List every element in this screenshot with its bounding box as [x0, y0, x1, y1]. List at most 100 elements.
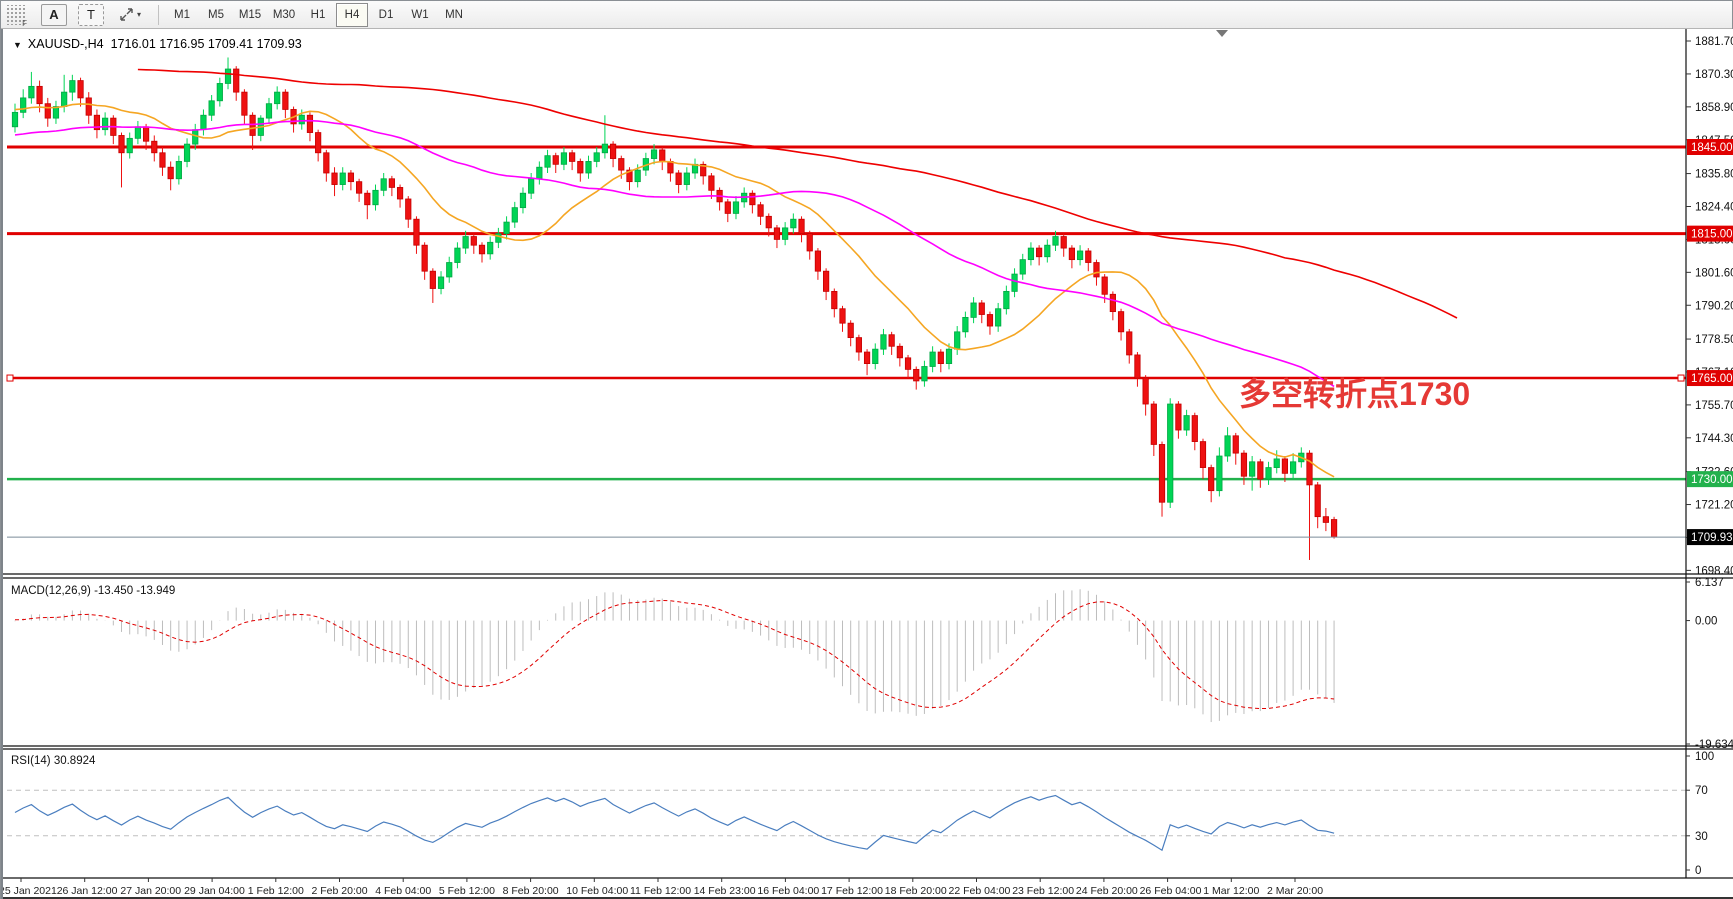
candle-body	[847, 322, 854, 339]
time-tick-label[interactable]: 29 Jan 04:00	[184, 885, 245, 897]
candle-body	[495, 233, 502, 243]
candle-body	[601, 143, 608, 154]
candle-body	[872, 348, 879, 365]
time-tick-label[interactable]: 10 Feb 04:00	[566, 885, 628, 897]
toolbar-separator	[158, 4, 160, 25]
candle-body	[421, 244, 428, 272]
time-tick-label[interactable]: 22 Feb 04:00	[949, 885, 1011, 897]
time-tick-label[interactable]: 23 Feb 12:00	[1012, 885, 1074, 897]
candle-body	[69, 80, 76, 93]
chart-shift-marker-icon[interactable]	[1216, 30, 1228, 37]
price-tick-label: 1835.80	[1695, 169, 1733, 181]
candle-body	[405, 198, 412, 220]
rsi-tick-label: 100	[1695, 751, 1714, 763]
hline-handle-left[interactable]	[6, 374, 14, 382]
hline-1815-badge	[1687, 225, 1733, 242]
chart-annotation-text[interactable]: 多空转折点1730	[1239, 376, 1471, 412]
candle-body	[126, 137, 133, 154]
candle-body	[446, 262, 453, 278]
candle-body	[1191, 415, 1198, 442]
candle-body	[224, 68, 232, 84]
chart-background[interactable]	[3, 29, 1733, 899]
timeframe-button-mn[interactable]: MN	[445, 8, 463, 21]
candle-body	[1109, 293, 1116, 313]
time-tick-label[interactable]: 1 Mar 12:00	[1203, 885, 1259, 897]
time-tick-label[interactable]: 17 Feb 12:00	[821, 885, 883, 897]
time-tick-label[interactable]: 25 Jan 2021	[3, 885, 57, 897]
candle-body	[896, 345, 903, 359]
candle-body	[1208, 467, 1215, 492]
candle-body	[585, 161, 592, 174]
timeframe-button-d1[interactable]: D1	[378, 8, 394, 21]
time-tick-label[interactable]: 2 Feb 20:00	[312, 885, 368, 897]
timeframe-button-m30[interactable]: M30	[272, 8, 296, 21]
timeframe-button-h4[interactable]: H4	[336, 2, 369, 27]
candle-body	[151, 140, 158, 154]
time-tick-label[interactable]: 16 Feb 04:00	[757, 885, 819, 897]
price-tick-label: 1721.20	[1695, 500, 1733, 512]
timeframe-button-h1[interactable]: H1	[310, 8, 326, 21]
timeframe-button-m5[interactable]: M5	[208, 8, 224, 21]
cursor-tool-button[interactable]: ▾	[113, 4, 147, 26]
candle-body	[544, 155, 551, 168]
time-tick-label[interactable]: 24 Feb 20:00	[1076, 885, 1138, 897]
time-tick-label[interactable]: 11 Feb 12:00	[630, 885, 691, 897]
time-tick-label[interactable]: 26 Jan 12:00	[57, 885, 118, 897]
rsi-line	[14, 794, 1335, 852]
annotation-tool-button[interactable]: A	[41, 3, 67, 26]
time-tick-label[interactable]: 5 Feb 12:00	[439, 885, 495, 897]
candle-body	[978, 302, 985, 315]
hline-handle-right[interactable]	[1677, 374, 1685, 382]
ma-medium-line	[14, 119, 1335, 388]
candle-body	[298, 114, 305, 125]
candle-body	[1117, 311, 1125, 333]
timeframe-button-w1[interactable]: W1	[411, 8, 429, 21]
time-tick-label[interactable]: 18 Feb 20:00	[885, 885, 947, 897]
candle-body	[1183, 415, 1190, 431]
timeframe-button-m1[interactable]: M1	[174, 8, 190, 21]
candle-body	[1019, 259, 1026, 275]
time-tick-label[interactable]: 1 Feb 12:00	[248, 885, 304, 897]
candle-body	[888, 334, 895, 347]
candle-body	[798, 218, 805, 235]
time-tick-label[interactable]: 14 Feb 23:00	[694, 885, 756, 897]
candle-body	[1232, 435, 1239, 454]
time-tick-label[interactable]: 8 Feb 20:00	[503, 885, 559, 897]
candle-body	[1036, 247, 1043, 258]
macd-tick-label: 0.00	[1695, 616, 1717, 628]
candle-body	[347, 172, 355, 183]
hline-1815-badge-label: 1815.00	[1691, 229, 1733, 241]
text-tool-button[interactable]: T	[78, 3, 104, 26]
candle-body	[782, 227, 789, 240]
candle-body	[233, 68, 240, 93]
candle-body	[806, 233, 813, 252]
time-tick-label[interactable]: 26 Feb 04:00	[1140, 885, 1202, 897]
chart-window[interactable]: 1881.701870.301858.901847.501835.801824.…	[1, 29, 1733, 899]
candle-body	[1076, 250, 1084, 261]
candle-body	[356, 181, 363, 194]
time-tick-label[interactable]: 27 Jan 20:00	[120, 885, 181, 897]
hline-1730-badge-label: 1730.00	[1691, 474, 1733, 486]
toolbar-drag-handle[interactable]: F	[5, 4, 27, 28]
candle-body	[880, 334, 887, 350]
rsi-tick-label: 70	[1695, 785, 1708, 797]
candle-body	[1224, 435, 1231, 457]
candle-body	[1085, 250, 1092, 263]
timeframe-button-m15[interactable]: M15	[238, 8, 262, 21]
candle-body	[634, 169, 641, 183]
candle-body	[11, 111, 19, 128]
hline-1845-badge	[1687, 139, 1733, 155]
time-tick-label[interactable]: 2 Mar 20:00	[1267, 885, 1323, 897]
chart-canvas[interactable]: 1881.701870.301858.901847.501835.801824.…	[3, 29, 1733, 899]
macd-label: MACD(12,26,9) -13.450 -13.949	[11, 585, 175, 597]
candle-body	[503, 221, 510, 235]
diagonal-arrows-icon	[120, 8, 133, 21]
candle-body	[1322, 516, 1329, 523]
chart-title-caret-icon[interactable]: ▼	[13, 40, 22, 50]
candle-body	[962, 316, 969, 333]
time-tick-label[interactable]: 4 Feb 04:00	[375, 885, 431, 897]
candle-body	[323, 152, 330, 174]
candle-body	[650, 149, 658, 159]
candle-body	[93, 114, 101, 131]
chevron-down-icon[interactable]: ▾	[137, 10, 142, 19]
